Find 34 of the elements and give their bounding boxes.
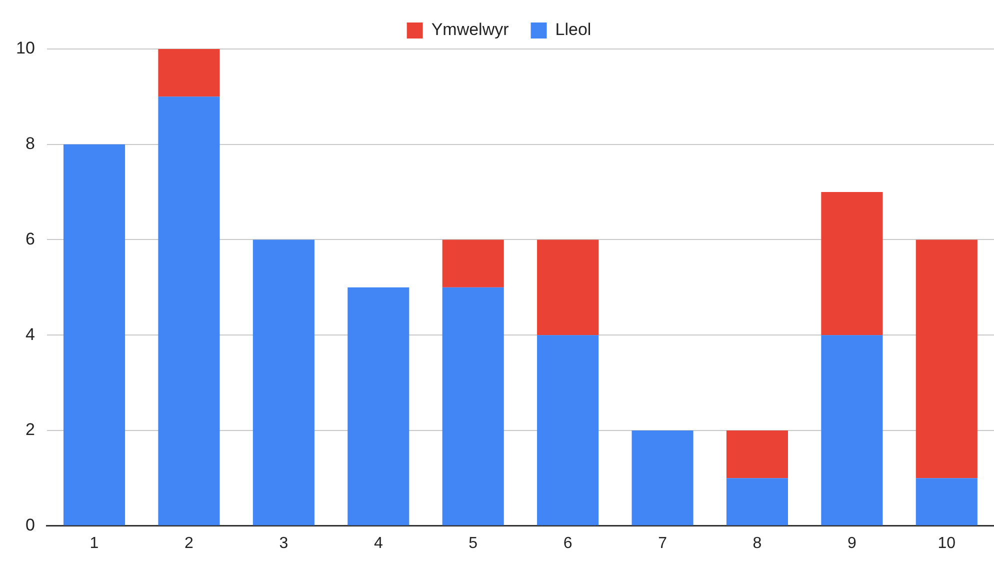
y-tick-label: 6: [25, 229, 35, 248]
x-tick-label: 3: [279, 534, 288, 552]
bar: [726, 478, 788, 526]
legend-label: Ymwelwyr: [431, 20, 510, 40]
y-tick-label: 4: [25, 324, 35, 344]
y-tick-label: 8: [25, 134, 35, 154]
x-tick-label: 8: [752, 534, 762, 552]
bar: [252, 240, 314, 526]
bar: [537, 240, 599, 336]
bar: [821, 335, 883, 526]
legend-label: Lleol: [555, 20, 592, 40]
bar: [158, 96, 220, 526]
bar: [348, 287, 410, 526]
x-tick-label: 9: [847, 534, 856, 552]
bar: [821, 192, 883, 336]
bar: [442, 240, 504, 288]
bar: [916, 478, 978, 526]
x-tick-label: 4: [374, 534, 383, 552]
bar: [726, 430, 788, 478]
x-tick-label: 2: [184, 534, 194, 552]
bar: [916, 240, 978, 478]
x-tick-label: 10: [938, 534, 956, 552]
bar: [537, 335, 599, 526]
y-tick-label: 10: [16, 38, 35, 58]
bar: [63, 144, 126, 526]
bar: [442, 287, 504, 526]
y-tick-label: 0: [25, 515, 35, 534]
bar: [158, 49, 220, 97]
x-tick-label: 6: [563, 534, 572, 552]
x-tick-label: 1: [90, 534, 99, 552]
x-tick-label: 5: [468, 534, 478, 552]
bar: [632, 430, 694, 526]
x-tick-label: 7: [658, 534, 668, 552]
y-tick-label: 2: [25, 420, 35, 440]
